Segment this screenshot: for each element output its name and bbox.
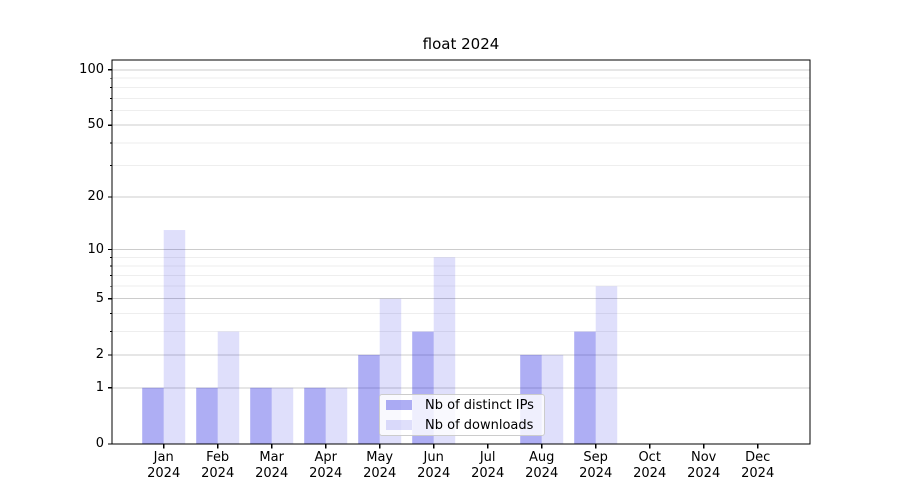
x-tick-label-oct-2024: Oct 2024 <box>633 450 667 481</box>
y-tick-label-50: 50 <box>87 117 104 133</box>
y-tick-label-1: 1 <box>95 379 104 395</box>
axes-spines <box>111 59 811 445</box>
y-tick-label-0: 0 <box>95 436 104 451</box>
bar-nb-of-downloads-apr-2024 <box>325 387 348 444</box>
y-tick-label-10: 10 <box>87 241 104 257</box>
y-tick-label-5: 5 <box>95 290 104 306</box>
legend: Nb of distinct IPs Nb of downloads <box>379 394 545 436</box>
x-tick-label-mar-2024: Mar 2024 <box>255 450 289 481</box>
x-tick-label-aug-2024: Aug 2024 <box>525 450 559 481</box>
chart-title: float 2024 <box>422 35 500 53</box>
bar-nb-of-downloads-sep-2024 <box>595 286 618 444</box>
x-tick-label-nov-2024: Nov 2024 <box>687 450 721 481</box>
legend-label-downloads: Nb of downloads <box>425 417 534 433</box>
legend-item-distinct-ips: Nb of distinct IPs <box>380 395 544 415</box>
x-tick-label-dec-2024: Dec 2024 <box>741 450 775 481</box>
y-tick-label-2: 2 <box>95 346 104 362</box>
x-tick-label-jul-2024: Jul 2024 <box>471 450 505 481</box>
bar-nb-of-downloads-mar-2024 <box>271 387 294 444</box>
legend-item-downloads: Nb of downloads <box>380 415 544 435</box>
bar-nb-of-distinct-ips-apr-2024 <box>304 387 326 444</box>
x-tick-label-may-2024: May 2024 <box>363 450 397 481</box>
x-tick-label-jun-2024: Jun 2024 <box>417 450 451 481</box>
bar-nb-of-downloads-feb-2024 <box>217 331 240 444</box>
bar-nb-of-distinct-ips-jan-2024 <box>142 387 164 444</box>
x-tick-label-apr-2024: Apr 2024 <box>309 450 343 481</box>
x-tick-label-sep-2024: Sep 2024 <box>579 450 613 481</box>
bar-nb-of-distinct-ips-feb-2024 <box>196 387 218 444</box>
legend-label-distinct-ips: Nb of distinct IPs <box>425 397 534 413</box>
x-tick-label-jan-2024: Jan 2024 <box>147 450 181 481</box>
bar-nb-of-distinct-ips-sep-2024 <box>574 331 596 444</box>
y-tick-label-100: 100 <box>79 61 104 77</box>
y-tick-label-20: 20 <box>87 189 104 205</box>
bar-nb-of-distinct-ips-mar-2024 <box>250 387 272 444</box>
legend-swatch-distinct-ips <box>386 400 412 410</box>
bar-nb-of-downloads-aug-2024 <box>541 354 564 444</box>
bar-nb-of-distinct-ips-may-2024 <box>358 354 380 444</box>
x-tick-label-feb-2024: Feb 2024 <box>201 450 235 481</box>
legend-swatch-downloads <box>386 420 412 430</box>
bar-nb-of-downloads-jan-2024 <box>163 230 186 444</box>
